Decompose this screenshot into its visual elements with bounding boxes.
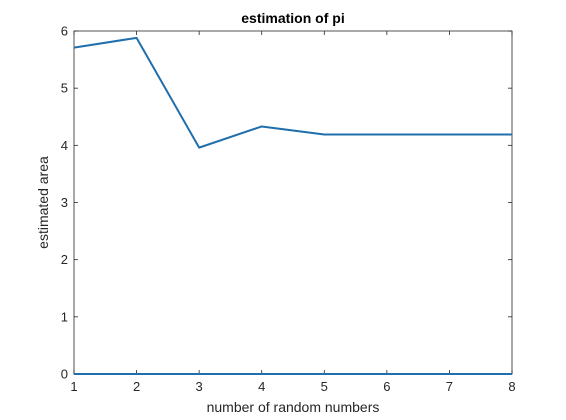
y-axis-label: estimated area xyxy=(35,156,51,249)
x-tick-label: 3 xyxy=(196,379,203,394)
y-tick-label: 5 xyxy=(61,81,68,96)
x-tick-label: 8 xyxy=(508,379,515,394)
x-tick-label: 5 xyxy=(321,379,328,394)
x-tick-label: 6 xyxy=(383,379,390,394)
y-tick-label: 3 xyxy=(61,195,68,210)
y-tick-label: 6 xyxy=(61,24,68,39)
x-tick-label: 2 xyxy=(133,379,140,394)
series-layer xyxy=(73,36,512,375)
series-line-1 xyxy=(73,36,512,149)
y-tick-label: 4 xyxy=(61,138,68,153)
y-tick-label: 0 xyxy=(61,367,68,382)
x-tick-label: 1 xyxy=(70,379,77,394)
y-axis-ticks: 0 1 2 3 4 5 6 xyxy=(61,24,512,382)
plot-area xyxy=(73,30,513,375)
x-tick-label: 4 xyxy=(258,379,265,394)
y-tick-label: 1 xyxy=(61,309,68,324)
x-axis-ticks: 1 2 3 4 5 6 7 8 xyxy=(70,31,516,394)
chart-title: estimation of pi xyxy=(241,10,344,26)
x-axis-label: number of random numbers xyxy=(207,399,380,415)
x-tick-label: 7 xyxy=(446,379,453,394)
y-tick-label: 2 xyxy=(61,252,68,267)
